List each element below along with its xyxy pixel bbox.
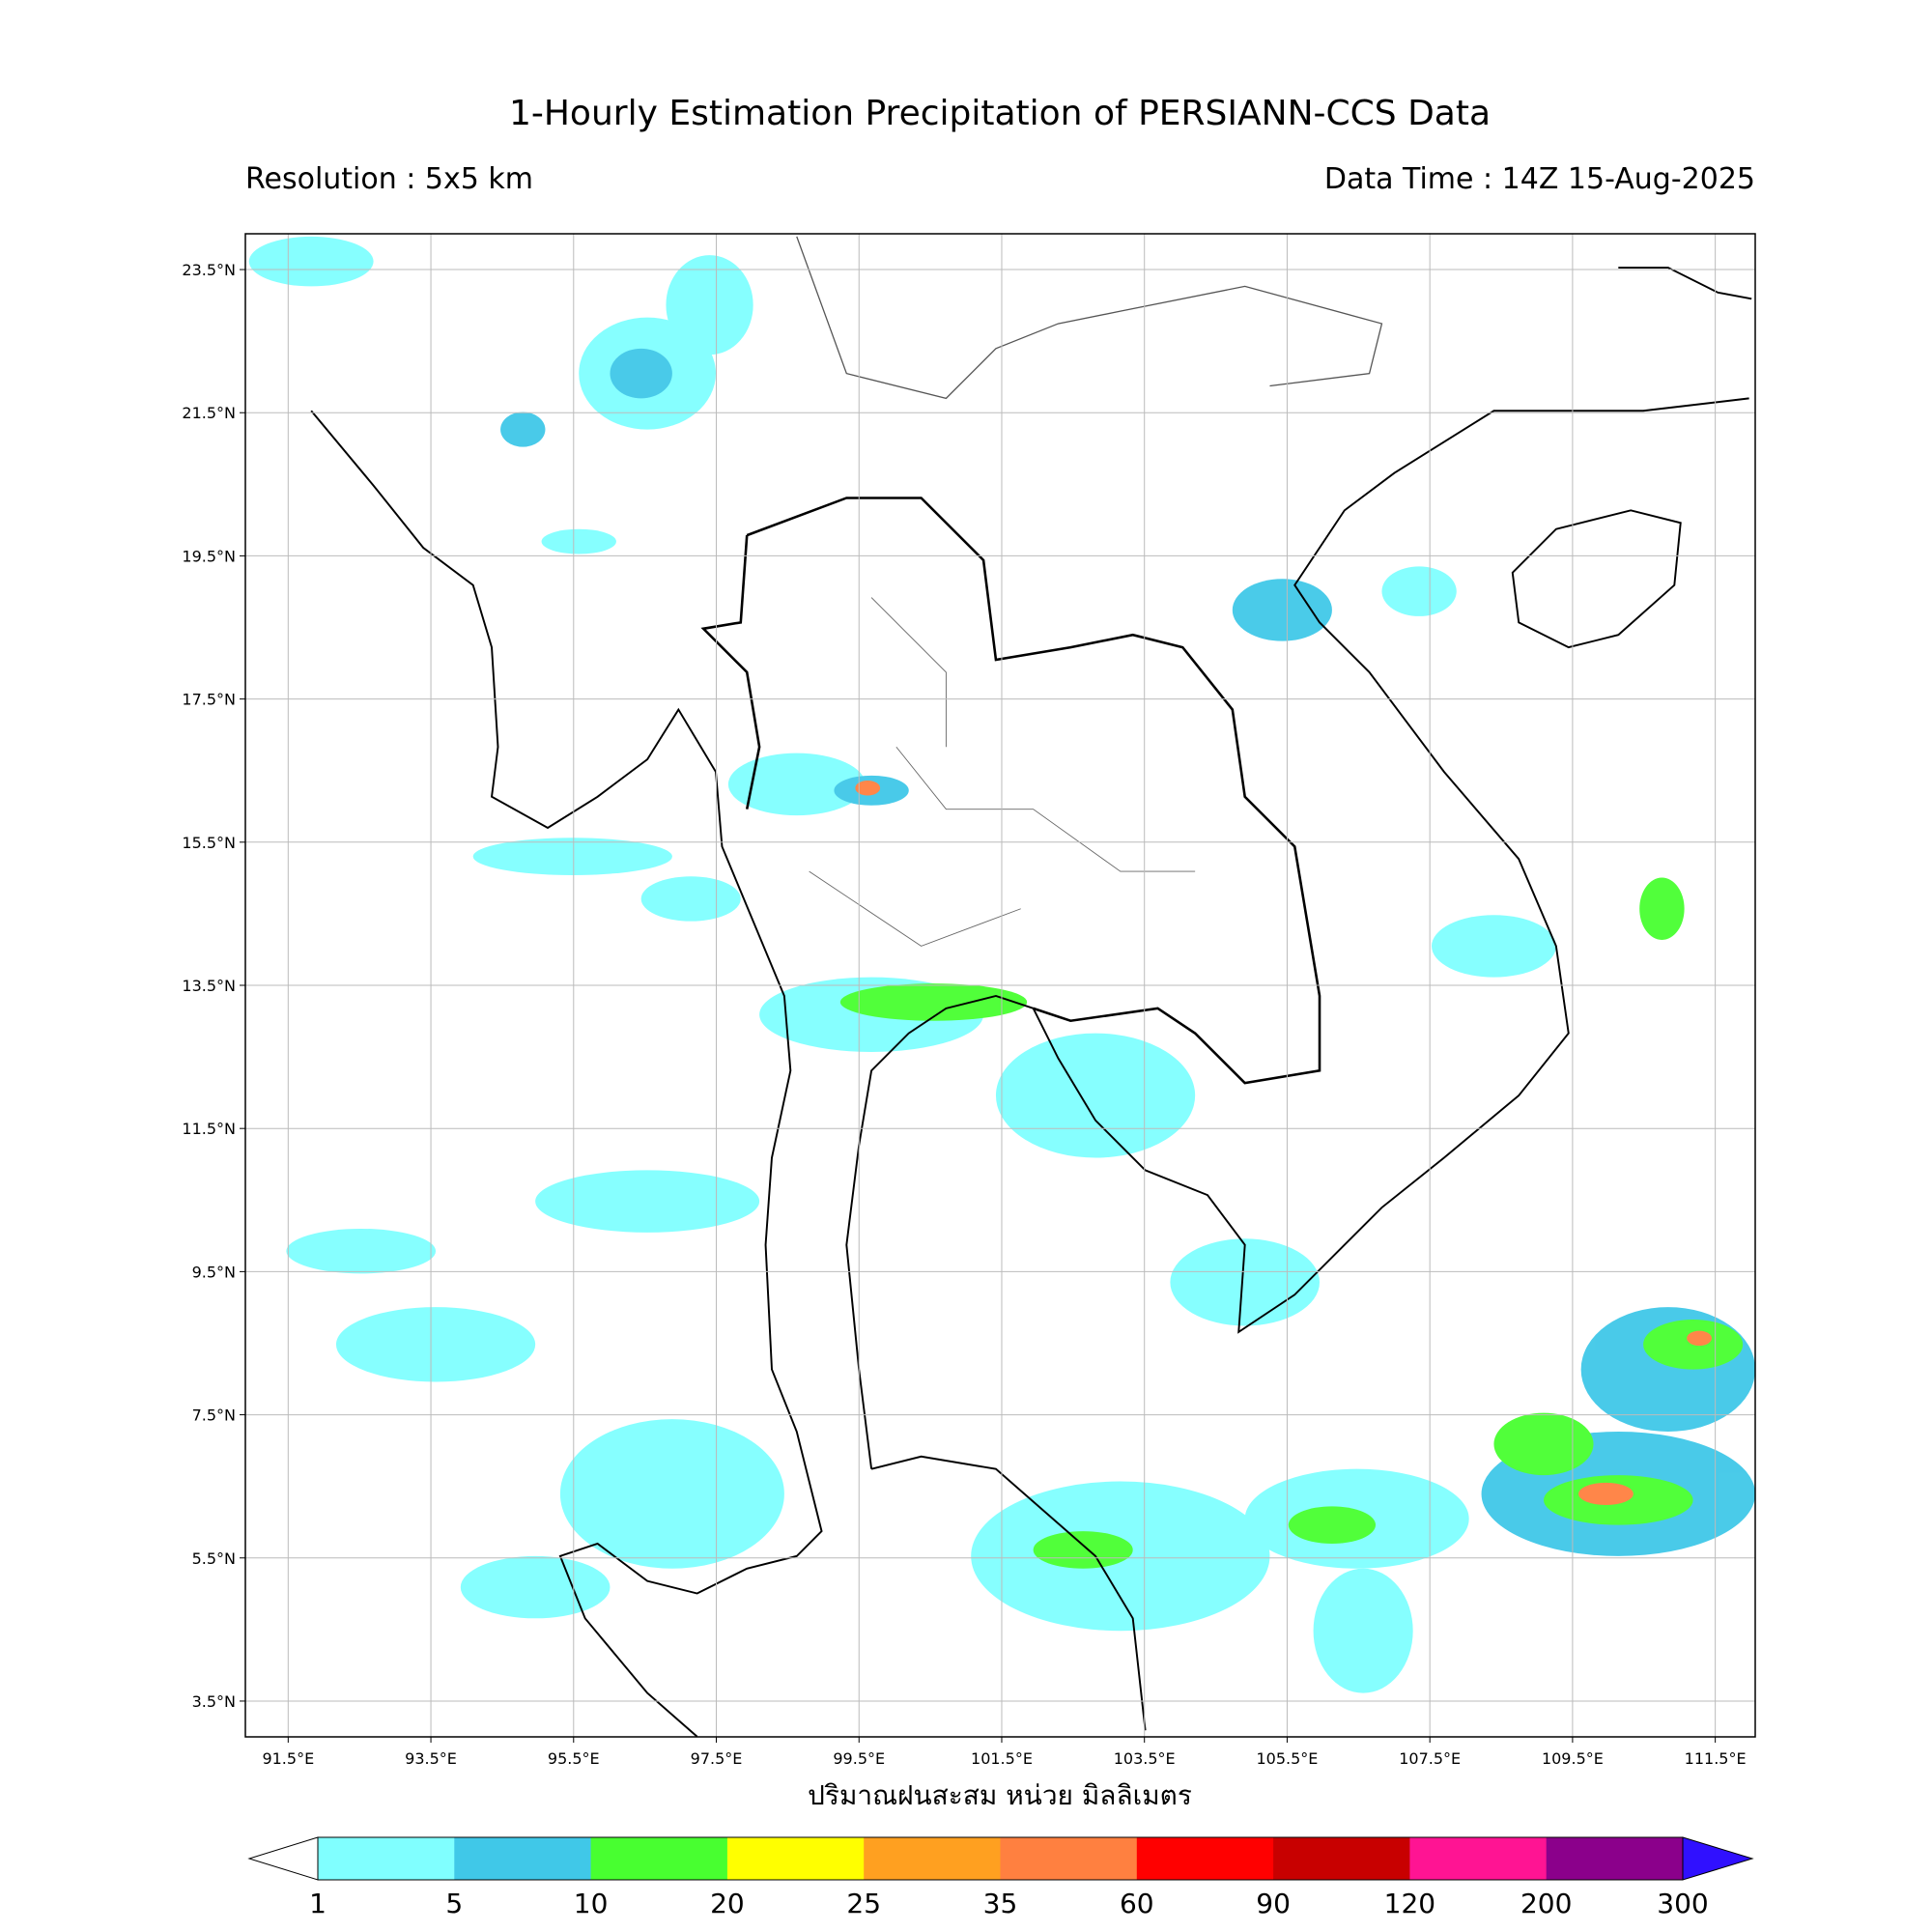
colorbar-frame: [317, 1836, 1684, 1881]
x-tick-label: 105.5°E: [1256, 1749, 1318, 1768]
y-tick-label: 19.5°N: [182, 547, 236, 565]
rain-area: [1313, 1568, 1413, 1693]
colorbar-bin: [726, 1837, 865, 1880]
rain-area: [472, 838, 672, 875]
colorbar-bin: [1273, 1837, 1410, 1880]
country-border: [700, 535, 761, 810]
x-tick-label: 101.5°E: [971, 1749, 1033, 1768]
rain-area: [1288, 1506, 1377, 1544]
coastline: [845, 397, 1749, 1469]
colorbar-bin: [590, 1837, 728, 1880]
x-tick-label: 107.5°E: [1399, 1749, 1461, 1768]
province-border: [809, 597, 1196, 947]
y-tick-label: 7.5°N: [192, 1406, 236, 1425]
coastlines: [310, 236, 1752, 1738]
x-tick-label: 91.5°E: [262, 1749, 314, 1768]
colorbar-label: 120: [1384, 1888, 1435, 1919]
map-title: 1-Hourly Estimation Precipitation of PER…: [509, 94, 1491, 133]
x-tick-label: 109.5°E: [1542, 1749, 1604, 1768]
colorbar-label: 10: [574, 1888, 609, 1919]
x-tick-label: 97.5°E: [691, 1749, 743, 1768]
colorbar-under: [247, 1836, 319, 1881]
colorbar-label: 25: [846, 1888, 881, 1919]
y-tick-label: 15.5°N: [182, 834, 236, 852]
rain-area: [995, 1033, 1196, 1158]
rain-area: [855, 781, 881, 796]
colorbar-over: [1682, 1836, 1754, 1881]
rain-area: [535, 1170, 760, 1233]
coastline: [1618, 267, 1752, 300]
rain-area: [610, 348, 672, 399]
x-tick-label: 93.5°E: [405, 1749, 457, 1768]
colorbar-label: 5: [445, 1888, 463, 1919]
y-tick-label: 11.5°N: [182, 1120, 236, 1138]
rain-area: [1493, 1412, 1594, 1476]
rain-area: [286, 1228, 437, 1274]
colorbar-label: 1: [309, 1888, 327, 1919]
rain-field: [248, 236, 1756, 1693]
x-tick-label: 111.5°E: [1685, 1749, 1747, 1768]
rain-area: [1381, 566, 1457, 616]
colorbar-bin: [318, 1837, 455, 1880]
data-time: Data Time : 14Z 15-Aug-2025: [1324, 162, 1755, 196]
resolution: Resolution : 5x5 km: [245, 162, 533, 196]
colorbar-label: 60: [1120, 1888, 1154, 1919]
rain-area: [839, 983, 1028, 1021]
rain-area: [1578, 1482, 1634, 1506]
colorbar-label: 90: [1256, 1888, 1291, 1919]
coastline: [310, 410, 823, 1738]
x-tick-label: 95.5°E: [548, 1749, 600, 1768]
colorbar-label: 20: [710, 1888, 745, 1919]
x-tick-label: 103.5°E: [1114, 1749, 1176, 1768]
colorbar-bin: [1546, 1837, 1684, 1880]
y-tick-label: 23.5°N: [182, 261, 236, 279]
colorbar-bin: [1000, 1837, 1138, 1880]
rain-area: [1232, 579, 1332, 641]
coastline: [1511, 509, 1682, 649]
rain-area: [1687, 1330, 1712, 1347]
colorbar-label: 200: [1520, 1888, 1572, 1919]
rain-area: [727, 753, 866, 816]
rain-area: [666, 255, 753, 355]
country-border: [796, 236, 1383, 400]
colorbar-bin: [864, 1837, 1001, 1880]
colorbar-label: 300: [1657, 1888, 1708, 1919]
coastline: [870, 1455, 1147, 1731]
colorbar-label: 35: [983, 1888, 1018, 1919]
rain-area: [541, 528, 616, 554]
rain-area: [248, 236, 374, 287]
y-tick-label: 17.5°N: [182, 691, 236, 709]
x-tick-label: 99.5°E: [833, 1749, 885, 1768]
colorbar-bin: [1136, 1837, 1274, 1880]
rain-area: [460, 1555, 611, 1619]
rain-area: [335, 1307, 536, 1382]
map-area: [244, 233, 1756, 1738]
y-tick-label: 21.5°N: [182, 404, 236, 422]
rain-area: [640, 876, 741, 922]
rain-area: [1432, 915, 1556, 978]
country-border: [746, 497, 1321, 1085]
y-tick-label: 3.5°N: [192, 1692, 236, 1711]
rain-area: [559, 1419, 784, 1569]
colorbar-bin: [454, 1837, 592, 1880]
rain-area: [1033, 1531, 1133, 1569]
x-axis-label: ปริมาณฝนสะสม หน่วย มิลลิเมตร: [808, 1779, 1192, 1811]
rain-area: [500, 412, 546, 447]
rain-area: [1639, 877, 1685, 940]
colorbar-bin: [1409, 1837, 1548, 1880]
y-tick-label: 13.5°N: [182, 977, 236, 995]
y-tick-label: 9.5°N: [192, 1263, 236, 1281]
y-tick-label: 5.5°N: [192, 1549, 236, 1568]
